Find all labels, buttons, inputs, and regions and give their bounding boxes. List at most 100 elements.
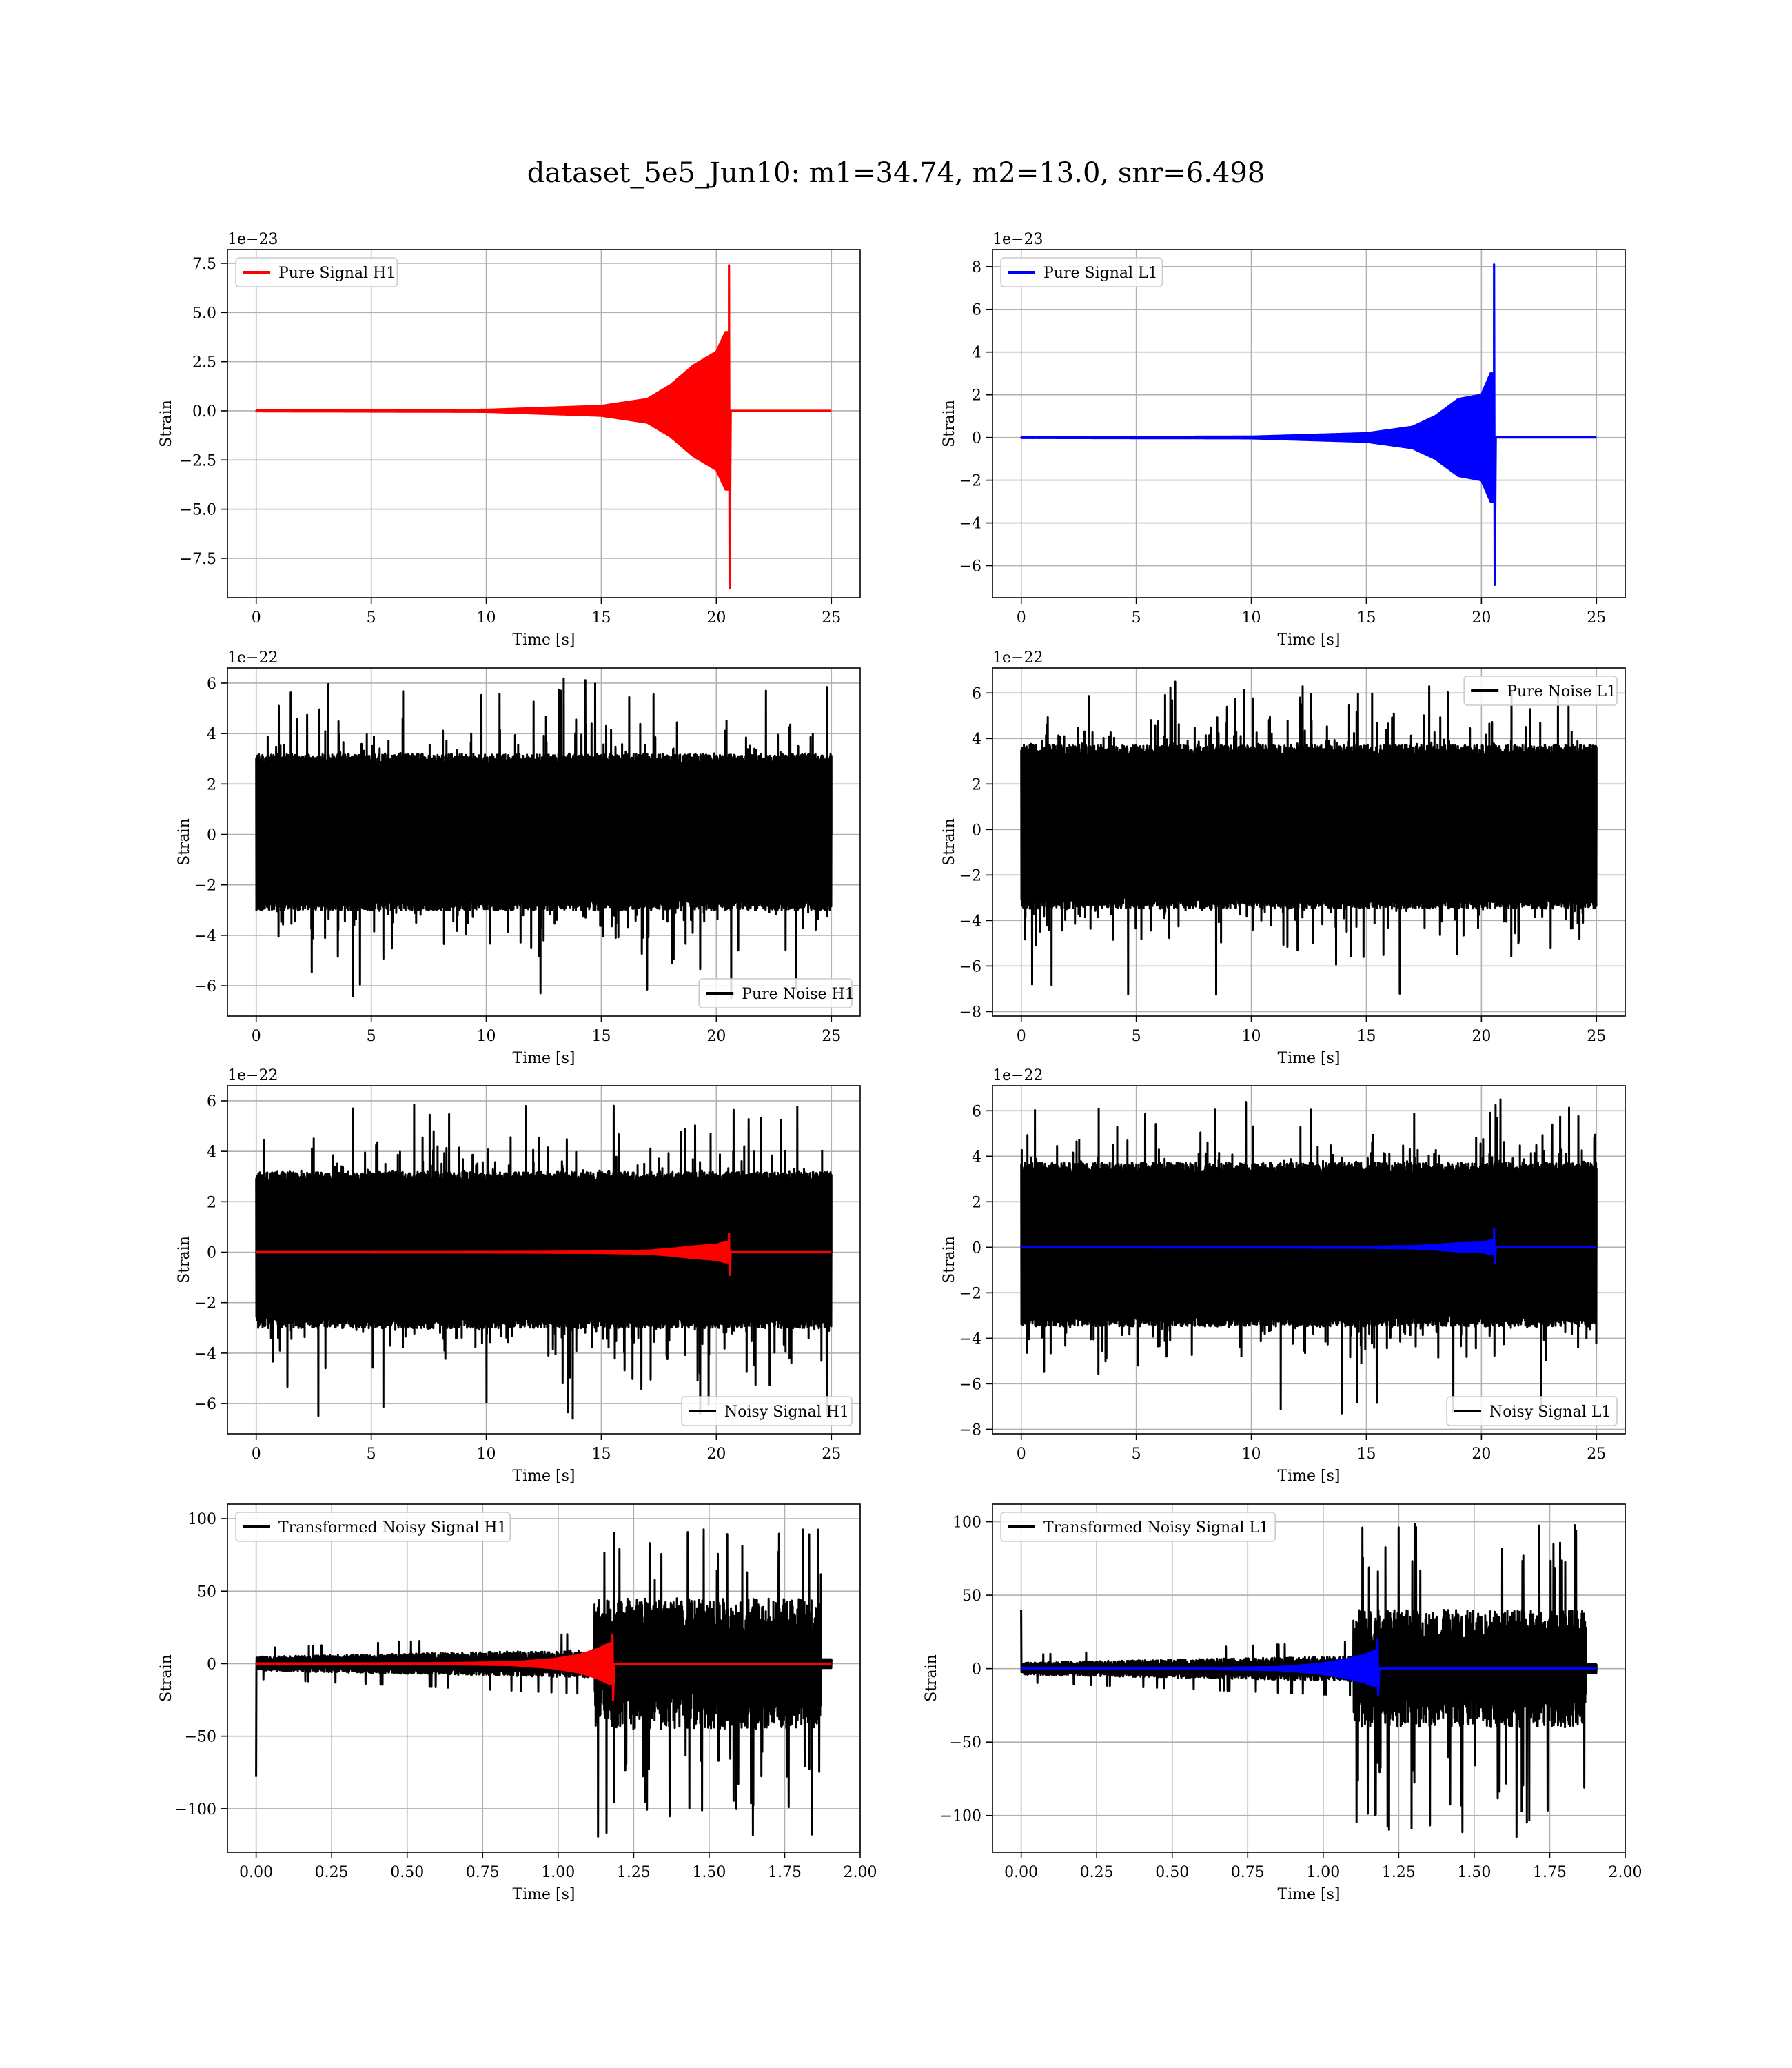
- x-tick-label: 15: [591, 1028, 611, 1045]
- y-tick-label: 4: [972, 345, 981, 362]
- x-tick-label: 20: [706, 1446, 726, 1463]
- y-tick-label: 6: [207, 1093, 216, 1111]
- noisy-signal-h1-axes: 0 5 10 15 20 25 −6 −4 −2 0 2 4 6 Time [s] Strain 1e−22 N…: [176, 1067, 861, 1485]
- x-tick-label: 10: [477, 1446, 496, 1463]
- y-tick-label: −8: [959, 1004, 981, 1021]
- legend-label: Noisy Signal H1: [724, 1403, 849, 1421]
- pure-noise-l1-line: [1020, 680, 1598, 996]
- y-tick-label: 8: [972, 259, 981, 276]
- transformed-noisy-signal-h1-legend: Transformed Noisy Signal H1: [235, 1512, 511, 1542]
- x-tick-label: 5: [1132, 1446, 1141, 1463]
- noisy-signal-l1-data: [1020, 1098, 1598, 1415]
- legend-box: [1446, 1396, 1618, 1426]
- legend-box: [681, 1396, 853, 1426]
- transformed-noisy-signal-h1-line: [255, 1528, 833, 1838]
- legend-label: Transformed Noisy Signal L1: [1043, 1519, 1269, 1537]
- pure-noise-h1-offset-label: 1e−22: [227, 649, 278, 667]
- y-tick-label: −2: [194, 1295, 216, 1312]
- pure-noise-l1-legend: Pure Noise L1: [1463, 676, 1618, 706]
- y-tick-label: 6: [972, 302, 981, 319]
- transformed-noisy-signal-l1-frame: [992, 1503, 1626, 1853]
- transformed-noisy-signal-l1-xlabel: Time [s]: [1277, 1886, 1340, 1903]
- transformed-noisy-signal-l1-ylabel: Strain: [923, 1654, 940, 1702]
- y-tick-label: 2.5: [192, 354, 216, 372]
- x-tick-label: 2.00: [1609, 1864, 1642, 1881]
- pure-noise-h1-frame: [227, 667, 861, 1017]
- transformed-noisy-signal-h1-axes: 0.00 0.25 0.50 0.75 1.00 1.25 1.50 1.75 2.00 −100…: [158, 1503, 877, 1903]
- y-tick-label: −7.5: [180, 551, 216, 568]
- x-tick-label: 20: [1472, 1446, 1491, 1463]
- noisy-signal-l1-line: [1020, 1098, 1598, 1415]
- pure-noise-l1-ylabel: Strain: [941, 818, 958, 866]
- y-tick-label: −4: [959, 516, 981, 533]
- x-tick-label: 0.25: [315, 1864, 349, 1881]
- x-tick-label: 15: [1356, 1446, 1376, 1463]
- transformed-noisy-signal-h1-ylabel: Strain: [158, 1654, 175, 1702]
- x-tick-label: 0: [1017, 1446, 1026, 1463]
- transformed-noisy-signal-l1-ticks: 0.00 0.25 0.50 0.75 1.00 1.25 1.50 1.75 2.00 −100…: [940, 1514, 1642, 1881]
- x-tick-label: 20: [706, 1028, 726, 1045]
- y-tick-label: −100: [940, 1808, 981, 1825]
- x-tick-label: 25: [822, 1028, 841, 1045]
- y-tick-label: −4: [959, 913, 981, 930]
- y-tick-label: 2: [972, 387, 981, 405]
- pure-signal-l1-offset-label: 1e−23: [992, 231, 1043, 248]
- y-tick-label: 2: [972, 776, 981, 793]
- y-tick-label: −8: [959, 1421, 981, 1439]
- y-tick-label: 4: [207, 1144, 216, 1161]
- x-tick-label: 1.75: [1533, 1864, 1567, 1881]
- x-tick-label: 0: [252, 609, 261, 627]
- y-tick-label: −4: [959, 1330, 981, 1348]
- y-tick-label: −6: [959, 958, 981, 975]
- transformed-noisy-signal-h1-ticks: 0.00 0.25 0.50 0.75 1.00 1.25 1.50 1.75 2.00 −100…: [175, 1511, 877, 1881]
- pure-noise-l1-xlabel: Time [s]: [1277, 1050, 1340, 1067]
- x-tick-label: 2.00: [844, 1864, 877, 1881]
- figure-title: dataset_5e5_Jun10: m1=34.74, m2=13.0, sn…: [527, 157, 1265, 189]
- x-tick-label: 0.75: [466, 1864, 500, 1881]
- pure-signal-h1-ylabel: Strain: [158, 400, 175, 447]
- y-tick-label: 2: [207, 776, 216, 793]
- pure-signal-h1-data: [255, 264, 832, 589]
- x-tick-label: 20: [1472, 1028, 1491, 1045]
- transformed-noisy-signal-h1-data: [255, 1528, 833, 1838]
- y-tick-label: −100: [175, 1801, 216, 1818]
- legend-label: Pure Noise H1: [742, 986, 855, 1003]
- x-tick-label: 5: [1132, 1028, 1141, 1045]
- legend-label: Transformed Noisy Signal H1: [278, 1519, 507, 1537]
- pure-signal-l1-ylabel: Strain: [941, 400, 958, 447]
- pure-noise-h1-ylabel: Strain: [176, 818, 193, 866]
- noisy-signal-h1-overlay-line: [255, 1232, 832, 1277]
- y-tick-label: −6: [959, 558, 981, 576]
- transformed-noisy-signal-l1-overlay-line: [1020, 1638, 1597, 1696]
- pure-signal-l1-ticks: 0 5 10 15 20 25 −6 −4 −2 0 2 4 6 8: [959, 259, 1607, 627]
- pure-noise-l1-ticks: 0 5 10 15 20 25 −8 −6 −4 −2 0 2 4 6: [959, 685, 1607, 1045]
- legend-box: [235, 1512, 511, 1542]
- x-tick-label: 10: [477, 609, 496, 627]
- y-tick-label: −2.5: [180, 452, 216, 469]
- legend-label: Pure Signal L1: [1043, 265, 1158, 282]
- transformed-noisy-signal-h1-overlay-line: [255, 1633, 832, 1701]
- y-tick-label: 6: [207, 676, 216, 693]
- x-tick-label: 10: [1242, 609, 1261, 627]
- legend-box: [1463, 676, 1618, 706]
- y-tick-label: 50: [197, 1583, 216, 1601]
- x-tick-label: 10: [1242, 1446, 1261, 1463]
- noisy-signal-l1-frame: [992, 1085, 1626, 1435]
- x-tick-label: 0: [252, 1028, 261, 1045]
- y-tick-label: −2: [959, 473, 981, 490]
- x-tick-label: 1.75: [768, 1864, 802, 1881]
- y-tick-label: 0.0: [192, 403, 216, 420]
- noisy-signal-h1-legend: Noisy Signal H1: [681, 1396, 853, 1426]
- y-tick-label: 50: [962, 1588, 981, 1605]
- pure-noise-h1-xlabel: Time [s]: [512, 1050, 575, 1067]
- y-tick-label: 0: [972, 822, 981, 839]
- pure-signal-h1-xlabel: Time [s]: [512, 631, 575, 649]
- y-tick-label: 0: [207, 1245, 216, 1262]
- x-tick-label: 25: [1587, 1028, 1606, 1045]
- x-tick-label: 0: [1017, 609, 1026, 627]
- y-tick-label: 6: [972, 1103, 981, 1120]
- y-tick-label: −50: [185, 1729, 216, 1746]
- x-tick-label: 25: [1587, 1446, 1606, 1463]
- x-tick-label: 0.00: [239, 1864, 273, 1881]
